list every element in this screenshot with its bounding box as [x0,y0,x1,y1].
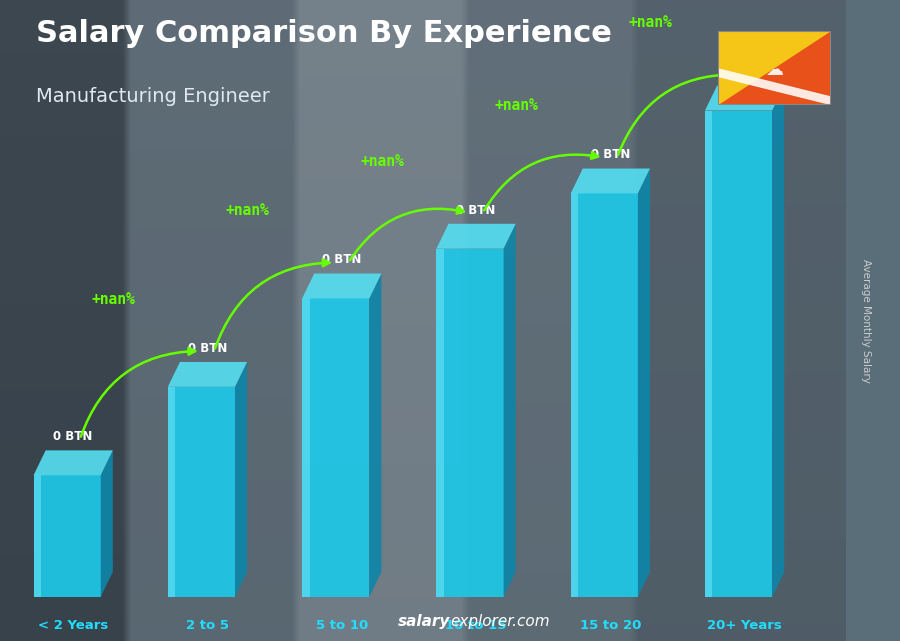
Polygon shape [168,387,235,597]
Polygon shape [436,249,444,597]
Polygon shape [33,475,41,597]
Polygon shape [571,169,650,194]
Polygon shape [168,387,176,597]
Text: < 2 Years: < 2 Years [38,619,108,632]
Polygon shape [718,31,831,105]
Polygon shape [235,362,248,597]
Text: 20+ Years: 20+ Years [707,619,782,632]
Text: 0 BTN: 0 BTN [188,342,227,354]
Text: salary: salary [398,615,450,629]
Polygon shape [638,169,650,597]
Polygon shape [772,86,784,597]
Polygon shape [436,249,504,597]
Text: +nan%: +nan% [494,98,538,113]
Text: 0 BTN: 0 BTN [724,65,764,78]
Text: +nan%: +nan% [629,15,672,30]
Text: 5 to 10: 5 to 10 [316,619,368,632]
Text: +nan%: +nan% [92,292,135,306]
Polygon shape [168,362,248,387]
Polygon shape [302,299,310,597]
Text: 2 to 5: 2 to 5 [186,619,229,632]
Polygon shape [33,451,112,475]
Polygon shape [369,274,382,597]
Polygon shape [571,194,638,597]
Polygon shape [101,451,112,597]
Text: explorer.com: explorer.com [450,615,550,629]
Polygon shape [33,475,101,597]
Text: 0 BTN: 0 BTN [590,148,630,162]
Polygon shape [705,110,772,597]
Polygon shape [302,274,382,299]
Text: 0 BTN: 0 BTN [456,204,496,217]
Polygon shape [705,110,713,597]
Text: 10 to 15: 10 to 15 [446,619,507,632]
Text: ☁: ☁ [765,61,783,79]
Polygon shape [705,86,784,110]
Text: 15 to 20: 15 to 20 [580,619,641,632]
Text: 0 BTN: 0 BTN [53,430,93,443]
Text: Salary Comparison By Experience: Salary Comparison By Experience [36,19,612,48]
Polygon shape [504,224,516,597]
Text: Manufacturing Engineer: Manufacturing Engineer [36,87,270,106]
Text: 0 BTN: 0 BTN [322,253,362,267]
Polygon shape [302,299,369,597]
Text: +nan%: +nan% [226,203,270,219]
Text: Average Monthly Salary: Average Monthly Salary [860,258,871,383]
Polygon shape [718,68,831,105]
Polygon shape [436,224,516,249]
Polygon shape [718,31,831,105]
Text: +nan%: +nan% [360,154,404,169]
Polygon shape [571,194,578,597]
